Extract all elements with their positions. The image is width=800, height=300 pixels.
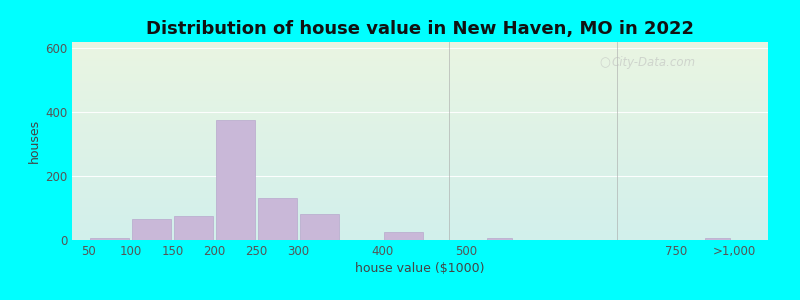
X-axis label: house value ($1000): house value ($1000) (355, 262, 485, 275)
Text: City-Data.com: City-Data.com (611, 56, 695, 69)
Bar (487, 238, 512, 240)
Bar (300, 214, 338, 240)
Bar (384, 232, 422, 240)
Bar (216, 120, 255, 240)
Text: ○: ○ (599, 56, 610, 69)
Y-axis label: houses: houses (28, 119, 41, 163)
Bar (258, 199, 297, 240)
Bar (705, 238, 730, 240)
Bar (132, 219, 171, 240)
Title: Distribution of house value in New Haven, MO in 2022: Distribution of house value in New Haven… (146, 20, 694, 38)
Bar (174, 216, 213, 240)
Bar (90, 238, 129, 240)
